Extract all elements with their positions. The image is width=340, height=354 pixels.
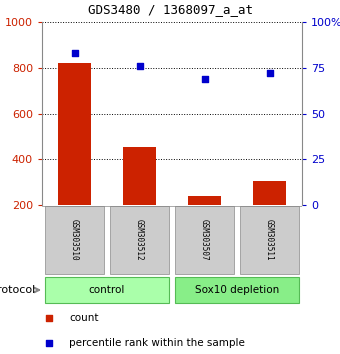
Bar [253, 181, 286, 205]
Bar [123, 147, 156, 205]
Point [202, 76, 207, 81]
Text: Sox10 depletion: Sox10 depletion [195, 285, 279, 295]
Bar [175, 277, 300, 303]
Point [46, 340, 52, 346]
Bar [45, 206, 104, 274]
Text: count: count [69, 313, 99, 323]
Point [46, 315, 52, 321]
Text: protocol: protocol [0, 285, 35, 295]
Point [72, 50, 77, 56]
Text: GSM303507: GSM303507 [200, 219, 209, 261]
Bar [58, 63, 91, 205]
Bar [175, 206, 234, 274]
Point [267, 70, 272, 76]
Text: percentile rank within the sample: percentile rank within the sample [69, 337, 245, 348]
Text: GSM303510: GSM303510 [70, 219, 79, 261]
Text: control: control [89, 285, 125, 295]
Text: GDS3480 / 1368097_a_at: GDS3480 / 1368097_a_at [87, 4, 253, 17]
Bar [45, 277, 169, 303]
Bar [110, 206, 169, 274]
Text: GSM303511: GSM303511 [265, 219, 274, 261]
Text: GSM303512: GSM303512 [135, 219, 144, 261]
Bar [188, 196, 221, 205]
Point [137, 63, 142, 69]
Bar [240, 206, 299, 274]
